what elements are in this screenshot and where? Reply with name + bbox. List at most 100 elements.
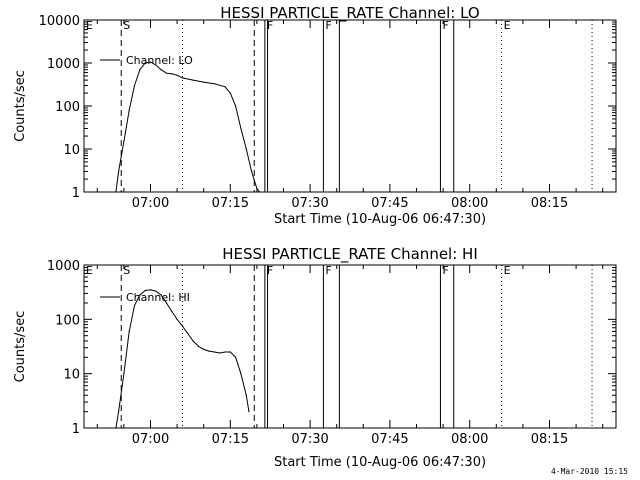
data-point	[165, 72, 168, 74]
data-point	[171, 73, 173, 75]
data-point	[133, 84, 136, 87]
x-axis-label: Start Time (10-Aug-06 06:47:30)	[274, 212, 486, 227]
chart-panel-hi: HESSI PARTICLE_RATE Channel: HI 1 10 100 100…	[13, 245, 617, 470]
legend: Channel: HI	[100, 291, 190, 304]
event-marker-label: F	[442, 19, 448, 32]
data-point	[245, 394, 247, 396]
data-point	[115, 427, 117, 429]
data-point	[123, 373, 125, 375]
series-line	[115, 289, 250, 429]
legend: Channel: LO	[100, 54, 193, 67]
y-axis-label: Counts/sec	[13, 311, 28, 383]
data-point	[115, 191, 117, 193]
y-tick-label: 1	[72, 422, 80, 437]
data-point	[235, 105, 237, 107]
data-point	[149, 289, 152, 291]
x-tick-label: 07:45	[371, 196, 408, 211]
data-point	[187, 332, 189, 334]
data-point	[229, 351, 231, 353]
data-point	[160, 294, 162, 296]
data-point	[139, 69, 141, 71]
x-tick-label: 07:00	[132, 432, 169, 447]
data-point	[256, 188, 258, 190]
plot-frame	[83, 264, 617, 429]
data-point	[248, 411, 250, 413]
legend-entry: Channel: LO	[126, 54, 193, 67]
data-point	[176, 74, 178, 76]
x-tick-label: 08:00	[451, 196, 488, 211]
data-point	[259, 191, 261, 193]
legend-entry: Channel: HI	[126, 291, 190, 304]
y-axis-label: Counts/sec	[13, 70, 28, 142]
data-point	[245, 148, 247, 150]
y-tick-label: 100	[55, 313, 80, 328]
data-point	[240, 373, 242, 375]
data-point	[144, 289, 146, 292]
data-point	[219, 352, 221, 354]
event-marker-label: S	[123, 19, 130, 32]
chart-title: HESSI PARTICLE_RATE Channel: LO	[220, 4, 479, 23]
data-point	[235, 356, 237, 358]
x-tick-label: 07:45	[371, 432, 408, 447]
data-point	[171, 310, 173, 312]
data-point	[155, 290, 157, 292]
data-point	[208, 350, 210, 352]
event-marker-label: F	[442, 264, 448, 277]
data-point	[165, 302, 168, 304]
data-point	[203, 348, 205, 350]
x-tick-label: 07:30	[291, 432, 328, 447]
data-point	[133, 304, 136, 307]
data-point	[192, 340, 194, 342]
x-tick-label: 07:15	[212, 196, 249, 211]
data-point	[203, 81, 205, 83]
data-point	[139, 294, 141, 296]
data-point	[118, 170, 120, 173]
x-tick-label: 08:15	[531, 196, 568, 211]
data-point	[128, 330, 130, 332]
data-point	[155, 64, 157, 66]
event-marker-label: F	[267, 19, 273, 32]
x-tick-label: 07:30	[291, 196, 328, 211]
data-point	[229, 92, 231, 94]
x-tick-label: 08:00	[451, 432, 488, 447]
y-tick-label: 1000	[47, 259, 80, 274]
data-point	[240, 127, 242, 130]
data-point	[181, 325, 183, 327]
plot-frame	[83, 19, 617, 193]
data-point	[192, 79, 194, 81]
event-marker-label: E	[86, 19, 93, 32]
event-marker-label: F	[267, 264, 273, 277]
data-point	[213, 351, 215, 353]
data-point	[224, 86, 226, 88]
event-marker-label: E	[86, 264, 93, 277]
y-tick-label: 100	[55, 100, 80, 115]
data-point	[123, 140, 125, 142]
y-tick-label: 10	[63, 368, 80, 383]
y-tick-label: 10	[63, 143, 80, 158]
data-point	[128, 109, 130, 111]
x-tick-label: 07:15	[212, 432, 249, 447]
data-point	[176, 318, 178, 320]
y-tick-label: 1	[72, 186, 80, 201]
event-marker-label: E	[504, 264, 511, 277]
chart-title: HESSI PARTICLE_RATE Channel: HI	[222, 245, 478, 264]
data-point	[251, 170, 253, 173]
y-tick-label: 10000	[39, 14, 80, 29]
chart-panel-lo: HESSI PARTICLE_RATE Channel: LO 1 10 100 100…	[13, 4, 617, 227]
x-axis-label: Start Time (10-Aug-06 06:47:30)	[274, 455, 486, 470]
data-point	[118, 411, 120, 413]
data-point	[213, 83, 215, 85]
data-point	[181, 77, 183, 79]
data-point	[224, 351, 226, 353]
data-point	[144, 62, 146, 64]
event-marker-label: F	[325, 264, 331, 277]
data-point	[149, 61, 152, 63]
event-marker-label: E	[504, 19, 511, 32]
y-tick-label: 1000	[47, 57, 80, 72]
event-marker-label: F	[325, 19, 331, 32]
data-point	[197, 345, 199, 347]
event-marker-label: S	[123, 264, 130, 277]
x-tick-label: 07:00	[132, 196, 169, 211]
series-line	[115, 61, 260, 193]
